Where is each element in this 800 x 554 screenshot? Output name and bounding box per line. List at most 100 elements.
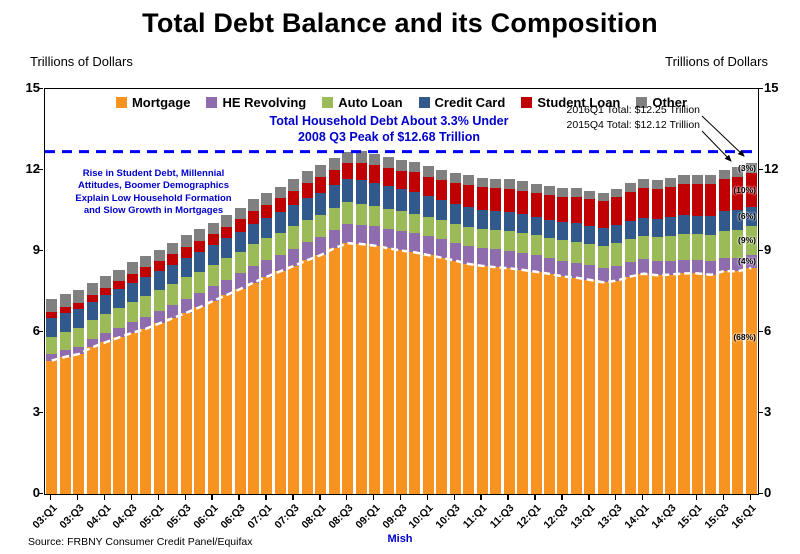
bar-segment: [597, 282, 609, 494]
bar-segment: [395, 250, 408, 494]
bar-segment: [153, 270, 165, 290]
bar-segment: [691, 183, 703, 216]
bar-segment: [651, 218, 663, 237]
bar-segment: [167, 264, 179, 284]
share-label-mortgage: (68%): [733, 332, 756, 343]
bar-segment: [355, 151, 367, 163]
x-tick-mark: [561, 495, 563, 500]
bar-segment: [624, 220, 636, 240]
x-tick-mark: [372, 495, 375, 500]
bar-14:Q3: [665, 178, 677, 494]
bar-segment: [745, 163, 757, 173]
bar-08:Q3: [342, 152, 354, 494]
bar-10:Q3: [449, 173, 461, 494]
bar-05:Q1: [153, 249, 165, 494]
bar-segment: [718, 211, 730, 231]
bar-segment: [490, 229, 502, 250]
bar-segment: [328, 248, 340, 494]
bar-segment: [517, 269, 529, 494]
bar-segment: [732, 210, 744, 230]
bar-segment: [436, 239, 448, 258]
bar-segment: [261, 260, 273, 277]
bar-segment: [382, 208, 394, 230]
bar-segment: [570, 241, 582, 263]
legend-label: Other: [652, 95, 688, 110]
bar-segment: [140, 296, 152, 318]
bar-segment: [503, 250, 515, 269]
bar-segment: [490, 211, 502, 230]
bar-segment: [705, 183, 717, 216]
bar-segment: [274, 254, 286, 272]
bar-segment: [638, 259, 650, 274]
bar-segment: [705, 261, 717, 275]
bar-segment: [261, 218, 273, 239]
bar-10:Q2: [436, 169, 448, 494]
bar-03:Q1: [46, 298, 58, 494]
bar-segment: [100, 295, 112, 314]
bar-segment: [382, 248, 394, 494]
bar-segment: [153, 311, 165, 324]
commentary-line4: and Slow Growth in Mortgages: [83, 205, 224, 217]
bar-segment: [369, 226, 381, 246]
bar-segment: [436, 200, 448, 221]
bar-segment: [140, 328, 152, 494]
bar-segment: [449, 173, 461, 183]
bar-05:Q4: [194, 229, 206, 494]
bar-segment: [369, 205, 381, 227]
y-tick-label: 9: [32, 242, 40, 257]
bar-segment: [463, 263, 475, 494]
bar-segment: [328, 185, 340, 208]
legend-item-credit-card: Credit Card: [418, 95, 505, 110]
x-tick-mark: [292, 495, 294, 500]
bar-segment: [476, 228, 488, 249]
bar-segment: [113, 337, 125, 494]
bar-segment: [221, 258, 233, 280]
bar-segment: [274, 211, 286, 233]
bar-segment: [301, 260, 313, 494]
bar-segment: [570, 262, 582, 278]
bar-segment: [651, 275, 663, 494]
bar-07:Q1: [261, 193, 273, 494]
bar-segment: [476, 265, 488, 494]
bar-segment: [409, 213, 421, 234]
commentary-line3: Explain Low Household Formation: [75, 192, 232, 204]
bar-segment: [597, 245, 609, 268]
bar-segment: [207, 286, 219, 301]
bar-segment: [261, 238, 273, 261]
commentary-line1: Rise in Student Debt, Millennial: [82, 168, 225, 179]
bar-segment: [624, 262, 636, 277]
bar-segment: [638, 273, 650, 494]
credit-note: Mish: [387, 533, 413, 545]
bar-segment: [301, 220, 313, 243]
legend-item-student-loan: Student Loan: [521, 95, 620, 110]
bar-segment: [718, 270, 730, 494]
bar-12:Q2: [543, 186, 555, 494]
share-label-student-loan: (10%): [733, 184, 756, 195]
bar-segment: [46, 336, 58, 355]
bar-segment: [449, 223, 461, 243]
bar-segment: [167, 242, 179, 255]
bar-segment: [503, 179, 515, 189]
y-tick-mark: [758, 411, 763, 413]
bar-segment: [745, 268, 757, 494]
bar-segment: [530, 271, 542, 494]
bar-segment: [584, 190, 596, 200]
bar-segment: [597, 193, 609, 202]
x-tick-mark: [76, 495, 79, 500]
y-tick-mark: [38, 87, 43, 89]
bar-segment: [476, 177, 488, 188]
bar-segment: [624, 191, 636, 221]
bar-12:Q4: [570, 188, 582, 494]
bar-segment: [395, 170, 408, 190]
bar-segment: [490, 178, 502, 189]
bar-segment: [315, 177, 327, 193]
bar-segment: [207, 264, 219, 287]
bar-04:Q1: [100, 275, 112, 494]
bar-segment: [745, 172, 757, 207]
bar-03:Q2: [59, 294, 71, 494]
bar-segment: [126, 262, 138, 274]
bar-segment: [301, 183, 313, 199]
bar-segment: [530, 183, 542, 193]
plot-area: Mortgage HE Revolving Auto Loan Credit Card…: [44, 88, 759, 495]
